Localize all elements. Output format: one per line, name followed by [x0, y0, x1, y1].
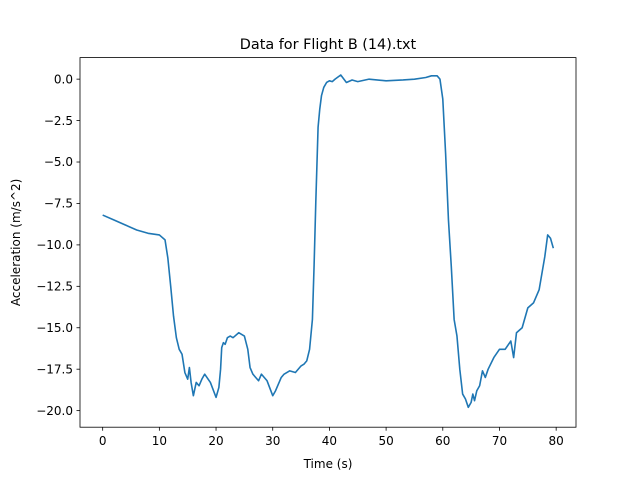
- x-tick-label: 10: [152, 434, 167, 448]
- y-tick-label: −10.0: [36, 238, 73, 252]
- x-tick-label: 70: [492, 434, 507, 448]
- y-tick-label: −7.5: [44, 197, 73, 211]
- y-axis: 0.0 −2.5 −5.0 −7.5 −10.0 −12.5 −15.0 −17.5 −20.0: [36, 72, 80, 418]
- y-tick-label: −17.5: [36, 362, 73, 376]
- x-tick-label: 60: [435, 434, 450, 448]
- y-tick-label: −20.0: [36, 404, 73, 418]
- y-tick-label: −15.0: [36, 321, 73, 335]
- y-axis-label: Acceleration (m/s^2): [9, 179, 23, 306]
- axes-frame: [79, 57, 577, 428]
- y-tick-label: −5.0: [44, 155, 73, 169]
- x-tick-label: 80: [549, 434, 564, 448]
- y-tick-label: −12.5: [36, 280, 73, 294]
- x-tick-label: 30: [265, 434, 280, 448]
- x-tick-label: 40: [322, 434, 337, 448]
- chart-title: Data for Flight B (14).txt: [240, 37, 417, 53]
- y-tick-label: −2.5: [44, 114, 73, 128]
- plot-area: [102, 74, 555, 409]
- x-tick-label: 0: [99, 434, 107, 448]
- series-line: [102, 74, 555, 409]
- x-tick-label: 20: [208, 434, 223, 448]
- x-tick-label: 50: [378, 434, 393, 448]
- x-axis: 0 10 20 30 40 50 60 70 80: [99, 427, 564, 448]
- y-tick-label: 0.0: [54, 72, 73, 86]
- x-axis-label: Time (s): [303, 457, 353, 471]
